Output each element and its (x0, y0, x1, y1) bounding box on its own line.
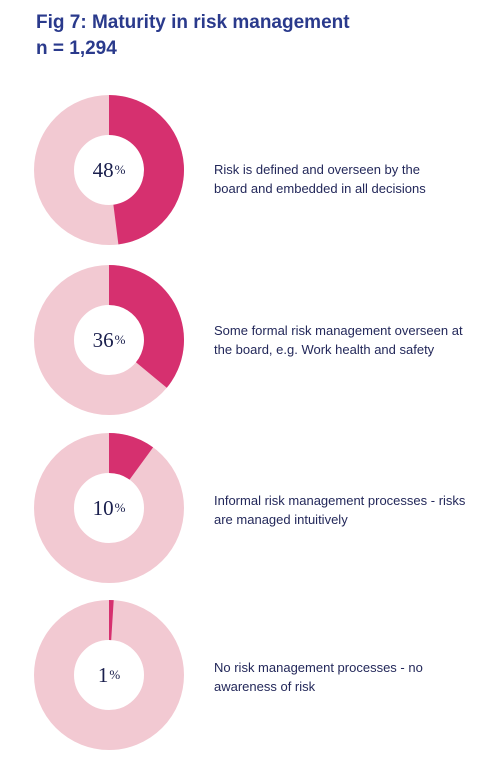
donut-value-1: 48% (34, 95, 184, 245)
donut-chart-2 (34, 265, 184, 415)
donut-slice-3 (109, 433, 154, 480)
donut-label-4-line-2: awareness of risk (214, 679, 316, 694)
donut-value-number-1: 48 (92, 157, 114, 182)
donut-value-3: 10% (34, 433, 184, 583)
donut-value-number-2: 36 (92, 327, 114, 352)
donut-label-3-line-2: are managed intuitively (214, 512, 348, 527)
donut-label-3-line-1: Informal risk management processes - ris… (214, 493, 466, 508)
percent-sign-2: % (114, 332, 126, 347)
sample-size: n = 1,294 (36, 38, 117, 59)
donut-value-2: 36% (34, 265, 184, 415)
donut-row-2: 36% Some formal risk management overseen… (0, 265, 500, 425)
donut-row-1: 48% Risk is defined and overseen by the … (0, 95, 500, 255)
donut-chart-1 (34, 95, 184, 245)
donut-label-3: Informal risk management processes - ris… (214, 491, 474, 529)
donut-row-4: 1% No risk management processes - no awa… (0, 600, 500, 760)
donut-slice-1 (109, 95, 184, 245)
donut-row-3: 10% Informal risk management processes -… (0, 433, 500, 593)
donut-label-4: No risk management processes - no awaren… (214, 658, 474, 696)
chart-title: Fig 7: Maturity in risk management (36, 12, 350, 33)
donut-chart-4 (34, 600, 184, 750)
percent-sign-4: % (109, 667, 121, 682)
donut-label-2-line-1: Some formal risk management overseen at (214, 323, 463, 338)
donut-slice-4 (109, 600, 114, 641)
percent-sign-1: % (114, 162, 126, 177)
donut-label-4-line-1: No risk management processes - no (214, 660, 423, 675)
donut-label-2-line-2: the board, e.g. Work health and safety (214, 342, 435, 357)
donut-chart-3 (34, 433, 184, 583)
donut-label-1: Risk is defined and overseen by the boar… (214, 160, 474, 198)
donut-slice-2 (109, 265, 184, 388)
donut-label-2: Some formal risk management overseen at … (214, 321, 474, 359)
percent-sign-3: % (114, 500, 126, 515)
donut-value-number-3: 10 (92, 495, 114, 520)
donut-value-4: 1% (34, 600, 184, 750)
donut-label-1-line-1: Risk is defined and overseen by the (214, 162, 420, 177)
donut-label-1-line-2: board and embedded in all decisions (214, 181, 426, 196)
donut-value-number-4: 1 (97, 662, 109, 687)
